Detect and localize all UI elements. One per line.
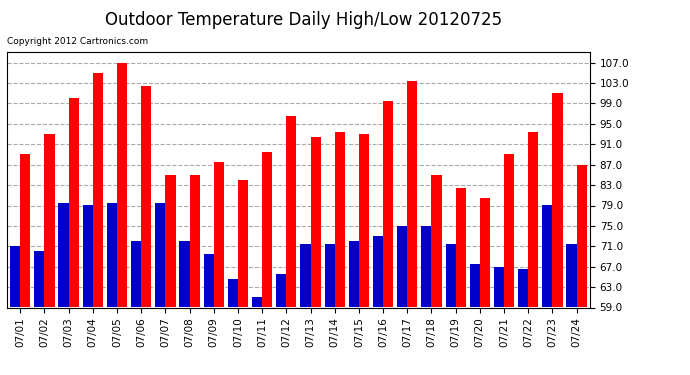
Bar [518,269,529,308]
Bar [383,101,393,308]
Bar [577,165,586,308]
Bar [553,93,562,308]
Bar [359,134,369,308]
Bar [10,246,20,308]
Bar [276,274,286,308]
Bar [59,203,68,308]
Bar [262,152,273,308]
Text: Copyright 2012 Cartronics.com: Copyright 2012 Cartronics.com [7,38,148,46]
Bar [373,236,383,308]
Bar [300,244,310,308]
Bar [238,180,248,308]
Bar [348,241,359,308]
Bar [204,254,214,308]
Bar [397,226,407,308]
Bar [107,203,117,308]
Bar [446,244,455,308]
Bar [480,198,490,308]
Bar [190,175,199,308]
Bar [310,136,321,308]
Bar [286,116,297,308]
Bar [470,264,480,308]
Bar [542,206,553,308]
Bar [20,154,30,308]
Bar [431,175,442,308]
Bar [422,226,431,308]
Bar [34,251,44,308]
Bar [131,241,141,308]
Bar [44,134,55,308]
Bar [407,81,417,308]
Bar [155,203,166,308]
Bar [566,244,577,308]
Bar [529,132,538,308]
Bar [117,63,127,308]
Bar [141,86,151,308]
Bar [166,175,175,308]
Bar [494,267,504,308]
Bar [504,154,514,308]
Bar [455,188,466,308]
Text: Outdoor Temperature Daily High/Low 20120725: Outdoor Temperature Daily High/Low 20120… [105,11,502,29]
Bar [68,98,79,308]
Bar [335,132,345,308]
Bar [214,162,224,308]
Bar [228,279,238,308]
Bar [252,297,262,307]
Bar [324,244,335,308]
Bar [179,241,190,308]
Bar [92,73,103,308]
Bar [83,206,92,308]
